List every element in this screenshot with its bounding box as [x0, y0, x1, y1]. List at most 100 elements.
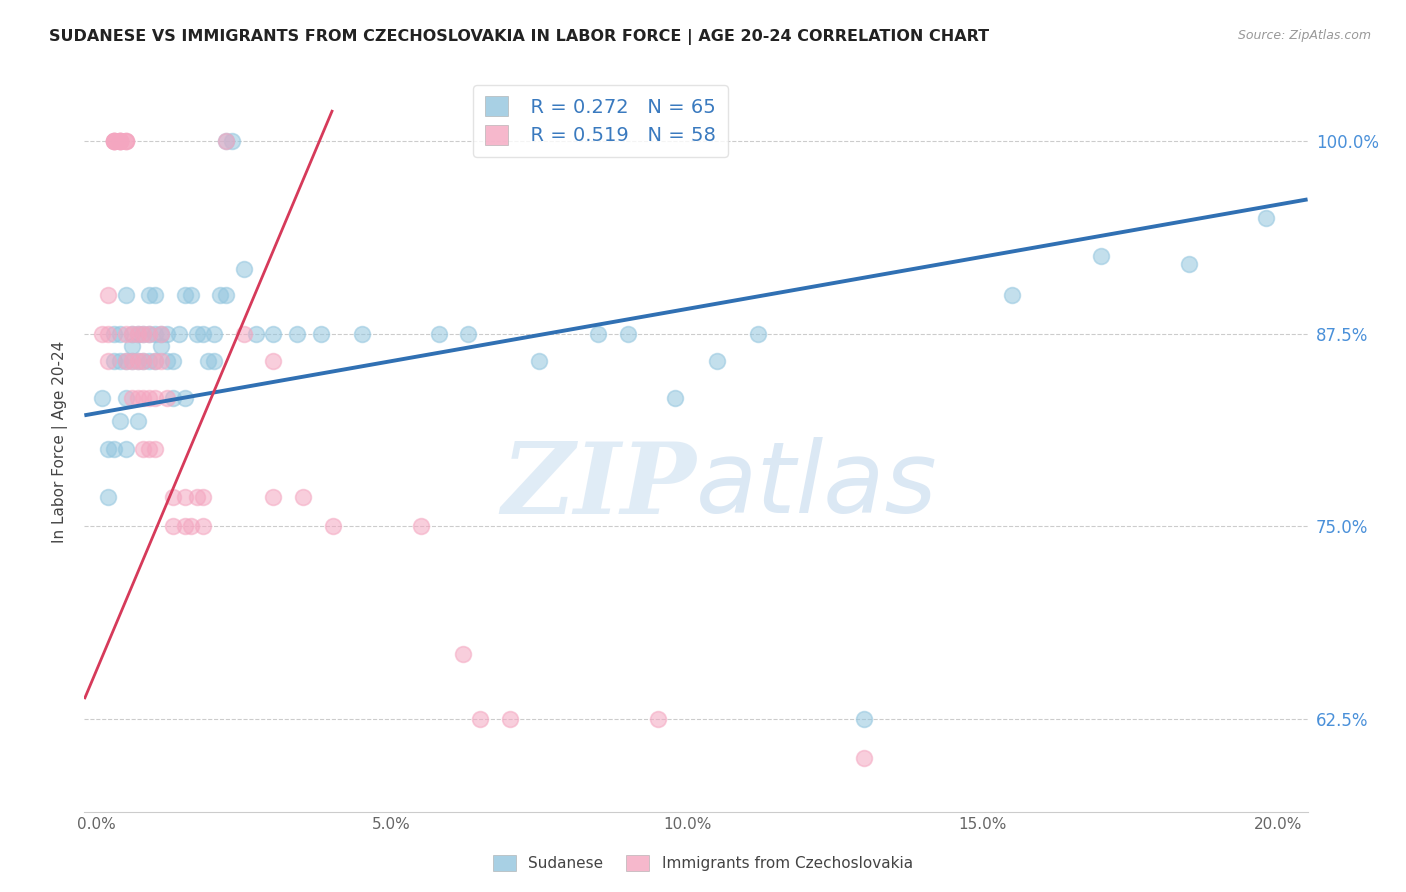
Point: [191, 326, 214, 341]
Point: [108, 134, 131, 148]
Point: [664, 392, 686, 406]
Point: [132, 354, 155, 368]
Point: [103, 134, 125, 148]
Point: [191, 519, 214, 533]
Point: [162, 519, 184, 533]
Legend:   R = 0.272   N = 65,   R = 0.519   N = 58: R = 0.272 N = 65, R = 0.519 N = 58: [474, 85, 727, 157]
Point: [114, 134, 136, 148]
Point: [143, 354, 166, 368]
Point: [108, 134, 131, 148]
Point: [114, 326, 136, 341]
Point: [180, 519, 202, 533]
Point: [162, 354, 184, 368]
Point: [108, 134, 131, 148]
Point: [499, 712, 522, 726]
Point: [108, 415, 131, 429]
Point: [103, 134, 125, 148]
Point: [470, 712, 492, 726]
Point: [202, 354, 225, 368]
Point: [747, 326, 769, 341]
Point: [138, 392, 160, 406]
Point: [91, 326, 114, 341]
Point: [150, 326, 173, 341]
Point: [285, 326, 308, 341]
Point: [108, 134, 131, 148]
Point: [529, 354, 551, 368]
Point: [156, 392, 179, 406]
Point: [162, 490, 184, 504]
Point: [127, 392, 149, 406]
Text: atlas: atlas: [696, 437, 938, 534]
Point: [138, 288, 160, 302]
Point: [114, 134, 136, 148]
Point: [221, 134, 243, 148]
Point: [114, 442, 136, 457]
Point: [457, 326, 479, 341]
Point: [121, 326, 143, 341]
Point: [108, 354, 131, 368]
Point: [209, 288, 232, 302]
Point: [132, 326, 155, 341]
Point: [97, 442, 120, 457]
Point: [1178, 257, 1201, 271]
Point: [114, 354, 136, 368]
Point: [150, 354, 173, 368]
Point: [617, 326, 640, 341]
Point: [121, 354, 143, 368]
Point: [262, 490, 284, 504]
Point: [127, 354, 149, 368]
Point: [647, 712, 669, 726]
Point: [173, 392, 195, 406]
Point: [853, 712, 876, 726]
Text: SUDANESE VS IMMIGRANTS FROM CZECHOSLOVAKIA IN LABOR FORCE | AGE 20-24 CORRELATIO: SUDANESE VS IMMIGRANTS FROM CZECHOSLOVAK…: [49, 29, 990, 45]
Point: [202, 326, 225, 341]
Point: [352, 326, 374, 341]
Point: [103, 354, 125, 368]
Point: [127, 326, 149, 341]
Point: [292, 490, 315, 504]
Point: [103, 326, 125, 341]
Point: [853, 750, 876, 764]
Point: [173, 519, 195, 533]
Point: [114, 354, 136, 368]
Point: [138, 326, 160, 341]
Point: [245, 326, 267, 341]
Point: [97, 288, 120, 302]
Point: [309, 326, 332, 341]
Point: [114, 392, 136, 406]
Point: [127, 354, 149, 368]
Point: [197, 354, 219, 368]
Point: [156, 354, 179, 368]
Point: [167, 326, 190, 341]
Point: [322, 519, 344, 533]
Text: Source: ZipAtlas.com: Source: ZipAtlas.com: [1237, 29, 1371, 42]
Point: [132, 354, 155, 368]
Point: [173, 490, 195, 504]
Point: [114, 288, 136, 302]
Point: [191, 490, 214, 504]
Point: [262, 326, 284, 341]
Point: [156, 326, 179, 341]
Point: [138, 354, 160, 368]
Point: [427, 326, 450, 341]
Point: [97, 354, 120, 368]
Text: ZIP: ZIP: [501, 438, 696, 534]
Point: [143, 392, 166, 406]
Point: [143, 288, 166, 302]
Point: [121, 354, 143, 368]
Point: [162, 392, 184, 406]
Point: [138, 442, 160, 457]
Point: [186, 326, 208, 341]
Point: [127, 415, 149, 429]
Point: [262, 354, 284, 368]
Point: [232, 261, 254, 276]
Point: [150, 339, 173, 353]
Point: [180, 288, 202, 302]
Point: [121, 326, 143, 341]
Point: [138, 326, 160, 341]
Point: [150, 326, 173, 341]
Legend: Sudanese, Immigrants from Czechoslovakia: Sudanese, Immigrants from Czechoslovakia: [486, 849, 920, 877]
Point: [121, 339, 143, 353]
Point: [411, 519, 433, 533]
Point: [127, 326, 149, 341]
